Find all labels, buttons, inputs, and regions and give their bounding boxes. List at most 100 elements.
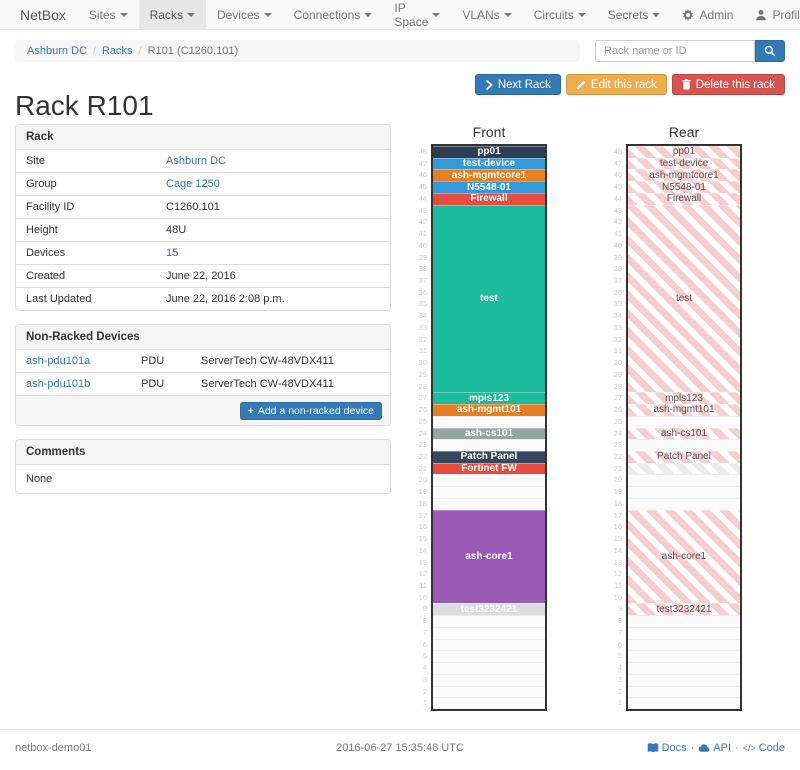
rack-device[interactable]: mpls123 — [628, 392, 740, 405]
cloud-icon — [699, 744, 710, 752]
rack-device[interactable]: Patch Panel — [628, 450, 740, 463]
footer-link-code[interactable]: </> Code — [743, 742, 785, 754]
nav-item-admin[interactable]: Admin — [671, 0, 744, 29]
next-rack-button[interactable]: Next Rack — [474, 74, 561, 95]
chevron-down-icon — [119, 12, 128, 17]
unit-number: 13 — [613, 557, 622, 567]
unit-number: 14 — [418, 545, 427, 555]
non-racked-device-type: ServerTech CW-48VDX411 — [191, 372, 390, 395]
nav-item-secrets[interactable]: Secrets — [597, 0, 672, 29]
rack-info-row: Created June 22, 2016 — [16, 264, 390, 288]
unit-number: 20 — [418, 475, 427, 485]
nav-item-ip-space[interactable]: IP Space — [383, 0, 451, 29]
rack-search-input[interactable] — [595, 40, 755, 62]
rack-info-value-link[interactable]: Cage 1250 — [166, 178, 220, 190]
rack-device[interactable]: pp01 — [628, 146, 740, 158]
rack-device[interactable]: N5548-01 — [628, 181, 740, 193]
rack-device[interactable]: mpls123 — [433, 392, 545, 405]
search-button[interactable] — [755, 40, 785, 62]
rack-device[interactable]: ash-mgmtcore1 — [628, 169, 740, 182]
nav-item-profile[interactable]: Profile — [744, 0, 800, 29]
rack-device[interactable]: ash-core1 — [628, 509, 740, 604]
breadcrumb-item[interactable]: Racks — [101, 45, 133, 57]
rack-elevation-rear: Rear 48 47 46 45 44 43 42 41 40 39 38 37 36 35 34 33 32 3… — [608, 124, 742, 711]
rack-device[interactable]: test — [628, 204, 740, 393]
rack-info-label: Created — [16, 264, 156, 288]
rack-info-value: 15 — [156, 241, 390, 265]
rack-device[interactable]: ash-mgmt101 — [628, 404, 740, 416]
nav-item-racks[interactable]: Racks — [138, 0, 206, 29]
rack-info-value: Ashburn DC — [156, 150, 390, 173]
nav-item-vlans[interactable]: VLANs — [451, 0, 522, 29]
unit-number: 18 — [418, 498, 427, 508]
breadcrumb-separator: / — [92, 45, 96, 57]
unit-number: 41 — [613, 229, 622, 239]
unit-number: 27 — [418, 393, 427, 403]
unit-number: 45 — [613, 182, 622, 192]
rack-device[interactable]: ash-mgmt101 — [433, 404, 545, 416]
edit-rack-label: Edit this rack — [590, 78, 657, 91]
rack-info-value: June 22, 2016 — [156, 264, 390, 288]
rack-device[interactable]: ash-cs101 — [628, 427, 740, 440]
nav-item-sites[interactable]: Sites — [78, 0, 139, 29]
add-non-racked-device-button[interactable]: + Add a non-racked device — [239, 402, 382, 420]
non-racked-device-role: PDU — [131, 372, 191, 395]
chevron-down-icon — [186, 12, 195, 17]
user-menu: AdminProfileLog out — [671, 0, 800, 29]
rack-unit-empty — [433, 626, 545, 639]
nav-item-label: Profile — [772, 7, 800, 22]
app-brand[interactable]: NetBox — [20, 6, 66, 23]
unit-number: 19 — [613, 487, 622, 497]
rack-info-value-link[interactable]: Ashburn DC — [166, 155, 226, 167]
nav-item-connections[interactable]: Connections — [283, 0, 384, 29]
unit-number: 11 — [614, 580, 622, 590]
rack-device[interactable]: test-device — [628, 157, 740, 170]
chevron-down-icon — [432, 12, 441, 17]
rack-device[interactable]: pp01 — [433, 146, 545, 158]
rack-info-value-link[interactable]: 15 — [166, 247, 179, 259]
device-link[interactable]: ash-pdu101a — [26, 355, 91, 367]
rack-device[interactable]: N5548-01 — [433, 181, 545, 193]
gear-icon — [683, 8, 694, 21]
rack-device[interactable]: test3232421 — [433, 603, 545, 616]
delete-rack-button[interactable]: Delete this rack — [671, 74, 785, 95]
rack-unit-empty — [628, 415, 740, 428]
rack-unit-empty — [433, 439, 545, 451]
chevron-right-icon — [485, 79, 493, 90]
rack-device[interactable]: ash-mgmtcore1 — [433, 169, 545, 182]
rack-device[interactable] — [628, 462, 740, 475]
unit-number: 25 — [613, 416, 622, 426]
rack-device[interactable]: Fortinet FW — [433, 462, 545, 475]
rack-device[interactable]: ash-core1 — [433, 509, 545, 604]
device-link[interactable]: ash-pdu101b — [26, 378, 91, 390]
rack-device[interactable]: Firewall — [628, 192, 740, 205]
rack-device[interactable]: test-device — [433, 157, 545, 170]
footer-link-api[interactable]: API — [698, 742, 731, 754]
edit-rack-button[interactable]: Edit this rack — [565, 74, 667, 95]
rack-device[interactable]: test — [433, 204, 545, 393]
nav-item-devices[interactable]: Devices — [206, 0, 283, 29]
footer-link-docs[interactable]: Docs — [647, 742, 687, 754]
rack-device[interactable]: Firewall — [433, 192, 545, 205]
unit-number: 25 — [418, 416, 427, 426]
rack-device[interactable]: test3232421 — [628, 603, 740, 616]
non-racked-panel: Non-Racked Devices ash-pdu101a PDU ServerT… — [15, 324, 391, 426]
rack-device[interactable]: Patch Panel — [433, 450, 545, 463]
unit-number: 3 — [422, 674, 427, 684]
nav-item-circuits[interactable]: Circuits — [523, 0, 597, 29]
rack-device[interactable]: ash-cs101 — [433, 427, 545, 440]
front-rack-grid: pp01 test-device ash-mgmtcore1 N5548-01 Fire… — [433, 146, 545, 709]
rack-info-row: Devices 15 — [16, 241, 390, 265]
rack-unit-empty — [433, 486, 545, 498]
footer-timestamp: 2016-06-27 15:35:48 UTC — [336, 742, 464, 754]
nav-item-label: Circuits — [533, 7, 574, 22]
unit-number: 22 — [418, 451, 427, 461]
search-icon — [764, 45, 776, 57]
breadcrumb-item[interactable]: Ashburn DC — [27, 45, 87, 57]
nav-item-label: VLANs — [462, 7, 500, 22]
unit-number: 23 — [418, 440, 427, 450]
unit-number: 26 — [613, 405, 622, 415]
footer-link-separator: · — [690, 742, 695, 754]
rack-unit-empty — [433, 673, 545, 686]
page-title: Rack R101 — [15, 90, 154, 121]
